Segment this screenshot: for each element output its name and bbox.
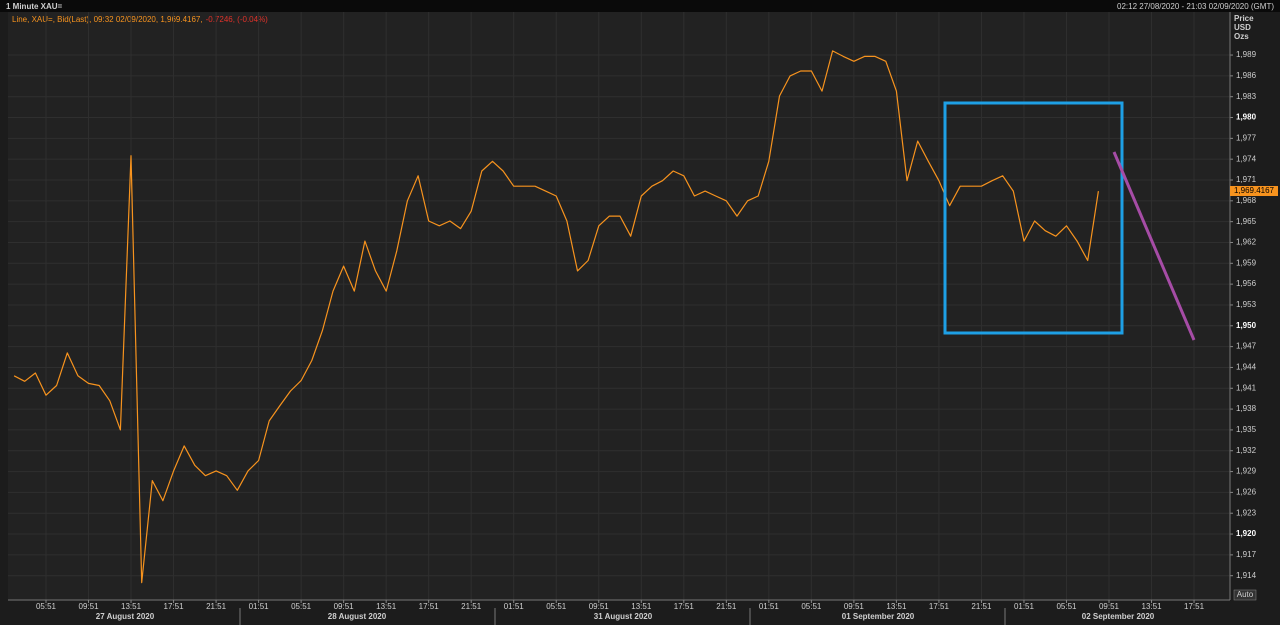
x-tick-label: 13:51 bbox=[1142, 602, 1163, 611]
legend-text: Line, XAU=, Bid(Last), 09:32 02/09/2020,… bbox=[12, 15, 203, 24]
x-tick-label: 09:51 bbox=[79, 602, 100, 611]
last-price-tag bbox=[1230, 185, 1278, 196]
x-tick-label: 17:51 bbox=[929, 602, 950, 611]
y-tick-label: 1,977 bbox=[1236, 133, 1257, 142]
y-tick-label: 1,956 bbox=[1236, 279, 1257, 288]
x-tick-label: 13:51 bbox=[376, 602, 397, 611]
x-tick-label: 09:51 bbox=[844, 602, 865, 611]
legend-change: -0.7246, (-0.04%) bbox=[206, 15, 269, 24]
axis-label: Price bbox=[1234, 14, 1254, 23]
window-title: 1 Minute XAU= bbox=[6, 2, 63, 11]
day-label: 28 August 2020 bbox=[328, 612, 387, 621]
y-tick-label: 1,950 bbox=[1236, 321, 1257, 330]
day-label: 31 August 2020 bbox=[594, 612, 653, 621]
y-tick-label: 1,983 bbox=[1236, 92, 1257, 101]
x-tick-label: 01:51 bbox=[1014, 602, 1035, 611]
x-tick-label: 17:51 bbox=[674, 602, 695, 611]
grid bbox=[8, 12, 1230, 600]
day-label: 02 September 2020 bbox=[1082, 612, 1155, 621]
x-tick-label: 09:51 bbox=[1099, 602, 1120, 611]
y-tick-label: 1,923 bbox=[1236, 508, 1257, 517]
trend-arrow bbox=[1112, 151, 1196, 341]
x-tick-label: 09:51 bbox=[334, 602, 355, 611]
y-tick-label: 1,929 bbox=[1236, 467, 1257, 476]
y-tick-label: 1,965 bbox=[1236, 217, 1257, 226]
y-tick-label: 1,938 bbox=[1236, 404, 1257, 413]
y-tick-label: 1,968 bbox=[1236, 196, 1257, 205]
x-tick-label: 05:51 bbox=[801, 602, 822, 611]
day-label: 27 August 2020 bbox=[96, 612, 155, 621]
y-tick-label: 1,980 bbox=[1236, 113, 1257, 122]
y-tick-label: 1,947 bbox=[1236, 342, 1257, 351]
highlight-box bbox=[943, 101, 1124, 335]
x-tick-label: 05:51 bbox=[546, 602, 567, 611]
day-label: 01 September 2020 bbox=[842, 612, 915, 621]
x-tick-label: 13:51 bbox=[631, 602, 652, 611]
price-line bbox=[13, 50, 1099, 584]
time-range: 02:12 27/08/2020 - 21:03 02/09/2020 (GMT… bbox=[1117, 2, 1274, 11]
y-tick-label: 1,953 bbox=[1236, 300, 1257, 309]
y-tick-label: 1,974 bbox=[1236, 154, 1257, 163]
x-tick-label: 21:51 bbox=[206, 602, 227, 611]
y-tick-label: 1,989 bbox=[1236, 50, 1257, 59]
y-tick-label: 1,962 bbox=[1236, 238, 1257, 247]
x-tick-label: 01:51 bbox=[249, 602, 270, 611]
plot-area bbox=[8, 12, 1230, 600]
y-tick-label: 1,944 bbox=[1236, 363, 1257, 372]
x-tick-label: 09:51 bbox=[589, 602, 610, 611]
y-tick-label: 1,920 bbox=[1236, 529, 1257, 538]
y-tick-label: 1,935 bbox=[1236, 425, 1257, 434]
auto-button[interactable] bbox=[1233, 589, 1257, 601]
y-tick-label: 1,971 bbox=[1236, 175, 1257, 184]
y-tick-label: 1,941 bbox=[1236, 383, 1257, 392]
auto-label[interactable]: Auto bbox=[1237, 590, 1254, 599]
x-tick-label: 17:51 bbox=[164, 602, 185, 611]
y-tick-label: 1,917 bbox=[1236, 550, 1257, 559]
x-tick-label: 05:51 bbox=[36, 602, 57, 611]
x-tick-label: 05:51 bbox=[291, 602, 312, 611]
x-tick-label: 21:51 bbox=[971, 602, 992, 611]
x-tick-label: 17:51 bbox=[419, 602, 440, 611]
y-tick-label: 1,932 bbox=[1236, 446, 1257, 455]
axis-label: USD bbox=[1234, 23, 1251, 32]
x-tick-label: 01:51 bbox=[504, 602, 525, 611]
x-tick-label: 05:51 bbox=[1056, 602, 1077, 611]
x-tick-label: 21:51 bbox=[716, 602, 737, 611]
y-tick-label: 1,914 bbox=[1236, 571, 1257, 580]
marks bbox=[13, 50, 1099, 584]
x-tick-label: 01:51 bbox=[759, 602, 780, 611]
x-tick-label: 21:51 bbox=[461, 602, 482, 611]
axis-label: Ozs bbox=[1234, 32, 1249, 41]
y-tick-label: 1,959 bbox=[1236, 258, 1257, 267]
x-tick-label: 17:51 bbox=[1184, 602, 1205, 611]
x-tick-label: 13:51 bbox=[121, 602, 142, 611]
last-price-label: 1,969.4167 bbox=[1234, 186, 1275, 195]
y-tick-label: 1,986 bbox=[1236, 71, 1257, 80]
y-tick-label: 1,926 bbox=[1236, 488, 1257, 497]
top-bar bbox=[0, 0, 1280, 12]
x-tick-label: 13:51 bbox=[886, 602, 907, 611]
